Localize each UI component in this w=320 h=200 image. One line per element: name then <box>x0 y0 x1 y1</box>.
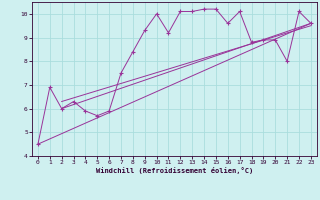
X-axis label: Windchill (Refroidissement éolien,°C): Windchill (Refroidissement éolien,°C) <box>96 167 253 174</box>
